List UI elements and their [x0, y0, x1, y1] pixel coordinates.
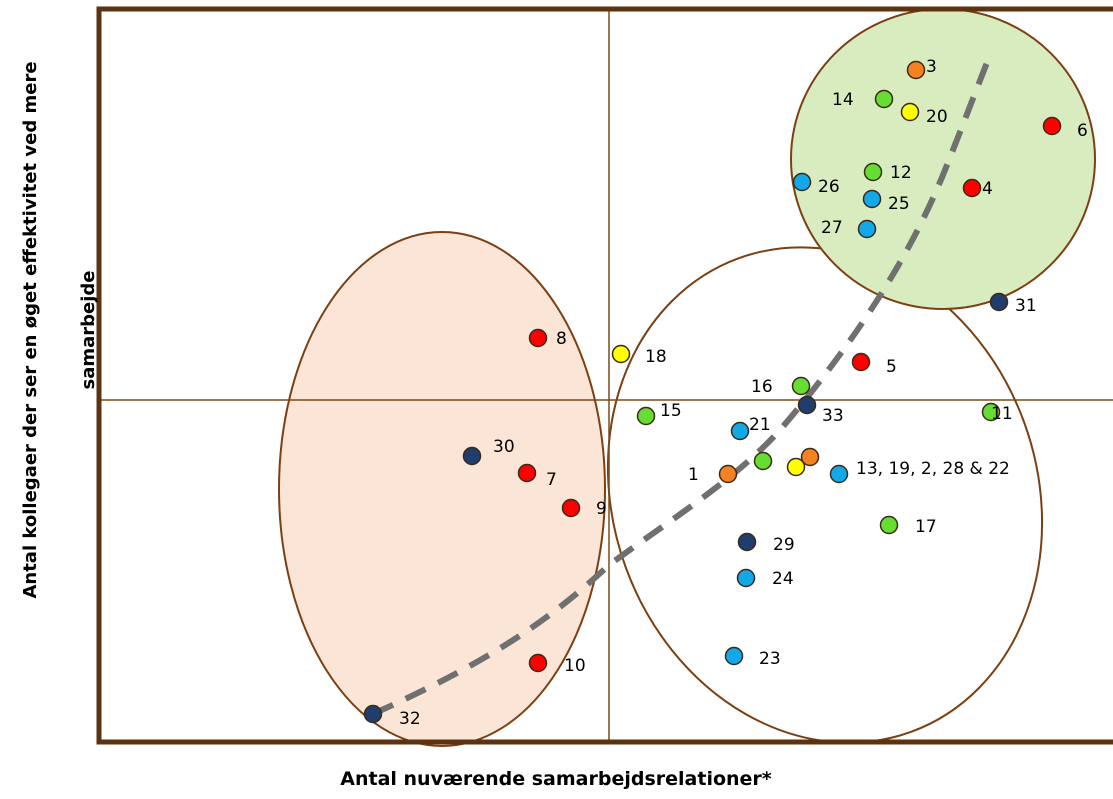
data-point-marker [736, 568, 756, 588]
data-point-marker [989, 292, 1009, 312]
data-point-marker [611, 344, 631, 364]
data-point-label: 9 [596, 499, 607, 519]
x-axis-label: Antal nuværende samarbejdsrelationer* [340, 768, 772, 790]
data-point-label: 32 [399, 709, 421, 729]
cluster-ellipse-low [278, 231, 606, 747]
data-point-marker [528, 653, 548, 673]
data-point-label: 15 [660, 401, 682, 421]
data-point-marker [863, 162, 883, 182]
data-point-marker [791, 376, 811, 396]
data-point-label: 13, 19, 2, 28 & 22 [856, 459, 1010, 479]
data-point-label: 11 [991, 404, 1013, 424]
data-point-marker [528, 328, 548, 348]
data-point-label: 20 [926, 107, 948, 127]
data-point-label: 8 [556, 329, 567, 349]
data-point-marker [862, 189, 882, 209]
data-point-label: 31 [1015, 296, 1037, 316]
data-point-marker [724, 646, 744, 666]
data-point-marker [1042, 116, 1062, 136]
data-point-marker [829, 464, 849, 484]
data-point-marker [906, 60, 926, 80]
data-point-label: 17 [915, 517, 937, 537]
data-point-label: 5 [886, 357, 897, 377]
data-point-marker [800, 447, 820, 467]
data-point-marker [636, 406, 656, 426]
data-point-marker [737, 532, 757, 552]
data-point-marker [517, 463, 537, 483]
data-point-marker [857, 219, 877, 239]
data-point-label: 10 [564, 656, 586, 676]
data-point-marker [753, 451, 773, 471]
data-point-marker [730, 421, 750, 441]
y-axis-label-line-2: samarbejde [78, 271, 99, 390]
data-point-marker [363, 704, 383, 724]
data-point-marker [874, 89, 894, 109]
data-point-label: 4 [982, 179, 993, 199]
data-point-label: 7 [546, 470, 557, 490]
data-point-marker [879, 515, 899, 535]
data-point-marker [981, 402, 1001, 422]
data-points: 3 14 20 6 12 26 4 25 27 31 8 18 5 16 15 33 11 21 30 7 9 1 13, … [363, 57, 1088, 729]
data-point-label: 27 [821, 218, 843, 238]
data-point-label: 3 [926, 57, 937, 77]
data-point-label: 26 [818, 177, 840, 197]
data-point-label: 29 [773, 535, 795, 555]
plot-frame [96, 6, 1113, 745]
data-point-label: 16 [751, 377, 773, 397]
data-point-marker [561, 498, 581, 518]
data-point-label: 33 [822, 406, 844, 426]
data-point-label: 14 [832, 90, 854, 110]
data-point-label: 21 [749, 415, 771, 435]
data-point-label: 23 [759, 649, 781, 669]
data-point-label: 12 [890, 163, 912, 183]
data-point-marker [962, 178, 982, 198]
y-axis-label-line-1: Antal kollegaer der ser en øget effektiv… [20, 61, 41, 598]
data-point-marker [792, 172, 812, 192]
data-point-marker [797, 395, 817, 415]
data-point-label: 24 [772, 569, 794, 589]
data-point-marker [462, 446, 482, 466]
data-point-marker [851, 352, 871, 372]
data-point-marker [900, 102, 920, 122]
cluster-ellipse-high [790, 8, 1096, 310]
y-axis-label: Antal kollegaer der ser en øget effektiv… [20, 61, 99, 598]
data-point-marker [786, 457, 806, 477]
data-point-marker [718, 464, 738, 484]
data-point-label: 1 [688, 465, 699, 485]
data-point-label: 18 [645, 347, 667, 367]
data-point-label: 6 [1077, 121, 1088, 141]
cluster-ellipse-middle [606, 246, 1044, 744]
data-point-label: 30 [493, 437, 515, 457]
data-point-label: 25 [888, 194, 910, 214]
